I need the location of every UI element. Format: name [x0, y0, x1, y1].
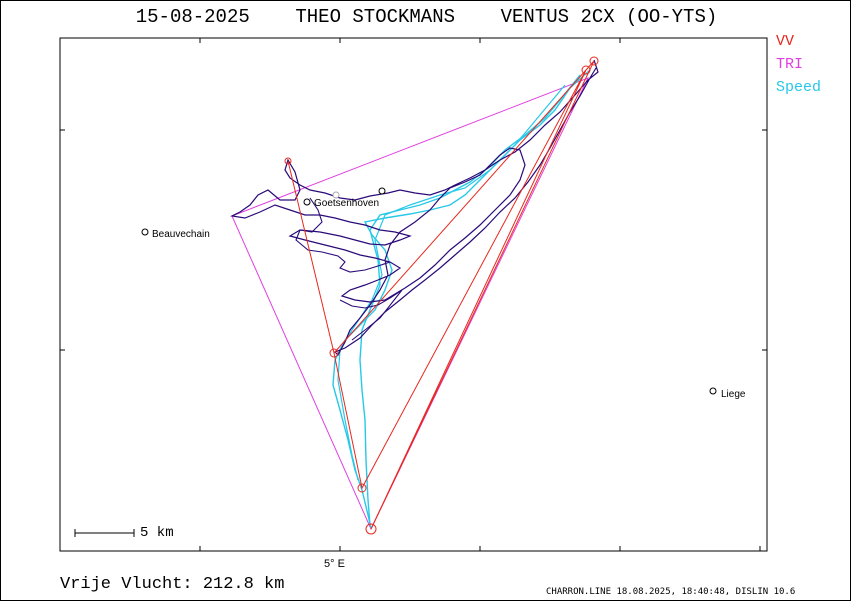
flight-title: 15-08-2025 THEO STOCKMANS VENTUS 2CX (OO…	[0, 6, 853, 28]
place-markers	[141, 187, 717, 395]
pilot-name: THEO STOCKMANS	[295, 6, 456, 28]
scale-label: 5 km	[140, 525, 174, 541]
vv-route	[287, 60, 595, 530]
place-beauvechain: Beauvechain	[152, 229, 210, 240]
tri-triangle	[231, 77, 589, 531]
axis-ticks	[60, 38, 767, 551]
flight-date: 15-08-2025	[135, 6, 250, 28]
glider-name: VENTUS 2CX (OO-YTS)	[500, 6, 718, 28]
place-goetsenhoven: Goetsenhoven	[314, 198, 380, 209]
gps-track-3	[339, 289, 403, 341]
credits-line: CHARRON.LINE 18.08.2025, 18:40:48, DISLI…	[546, 587, 796, 597]
speed-track-2	[359, 74, 581, 526]
legend-vv: VV	[776, 33, 795, 50]
gps-track-2	[295, 197, 391, 273]
x-tick-label: 5° E	[324, 558, 345, 570]
legend-speed: Speed	[776, 79, 822, 96]
free-flight-distance: Vrije Vlucht: 212.8 km	[60, 575, 285, 594]
legend-tri: TRI	[776, 56, 804, 73]
plot-border	[59, 37, 768, 552]
turnpoint-markers	[284, 56, 599, 535]
gps-track	[230, 59, 599, 356]
place-liege: Liege	[721, 389, 746, 400]
speed-track	[332, 69, 591, 529]
scale-bar	[74, 529, 135, 537]
